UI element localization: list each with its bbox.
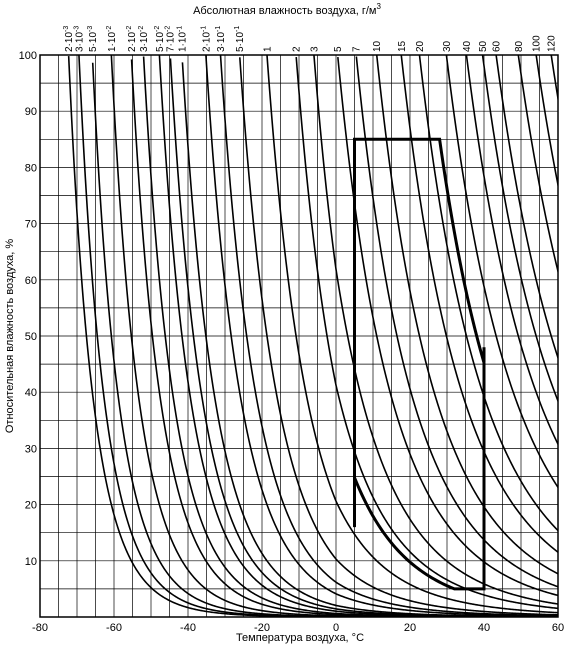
- y-tick-label: 70: [25, 219, 37, 231]
- curve-label: 1·10-2: [106, 26, 118, 52]
- region-boundary: [353, 137, 486, 591]
- curve-label: 7·10-2: [165, 26, 177, 52]
- humidity-curve: [337, 56, 558, 597]
- y-axis-tick-labels: 10 20 30 40 50 60 70 80 90 100: [19, 50, 37, 568]
- chart-title: Абсолютная влажность воздуха, г/м3: [193, 2, 381, 17]
- y-tick-label: 30: [25, 443, 37, 455]
- humidity-curves: [67, 55, 558, 617]
- curve-label: 120: [547, 35, 558, 52]
- curve-label: 20: [415, 40, 426, 52]
- chart-title-sup: 3: [376, 2, 381, 11]
- curve-label: 10: [372, 40, 383, 52]
- curve-label: 3·10-2: [138, 26, 150, 52]
- curve-label: 7: [352, 46, 363, 52]
- humidity-curve: [239, 57, 558, 616]
- curve-label: 5·10-3: [87, 26, 99, 52]
- curve-label: 60: [492, 40, 503, 52]
- x-tick-label: 0: [333, 622, 339, 634]
- humidity-curve: [445, 55, 558, 489]
- y-tick-label: 20: [25, 500, 37, 512]
- curve-label: 2·10-1: [200, 26, 212, 52]
- x-axis-tick-labels: -80 -60 -40 -20 0 20 40 60: [32, 622, 564, 634]
- curve-label: 50: [478, 40, 489, 52]
- curve-label: 2: [292, 46, 303, 52]
- curve-label: 5·10-2: [154, 26, 166, 52]
- humidity-curve: [418, 55, 558, 532]
- curve-label: 5·10-1: [234, 26, 246, 52]
- y-tick-label: 50: [25, 331, 37, 343]
- x-axis-label: Температура воздуха, °C: [236, 632, 364, 644]
- curve-label: 100: [532, 35, 543, 52]
- curve-label: 2·10-3: [63, 26, 75, 52]
- humidity-curve: [400, 55, 558, 554]
- humidity-curve: [313, 55, 558, 605]
- top-axis-labels: 2·10-33·10-35·10-3 1·10-2 2·10-23·10-2 5·10…: [63, 26, 558, 52]
- humidity-curve: [219, 55, 558, 617]
- grid-lines: [40, 54, 558, 617]
- curve-label: 15: [397, 40, 408, 52]
- humidity-curve: [295, 57, 558, 610]
- curve-label: 3·10-1: [215, 26, 227, 52]
- humidity-curve: [517, 55, 558, 275]
- y-tick-label: 90: [25, 106, 37, 118]
- x-tick-label: -80: [32, 622, 48, 634]
- curve-label: 5: [333, 46, 344, 52]
- humidity-curve: [465, 55, 558, 446]
- humidity-curve: [495, 55, 558, 361]
- x-tick-label: 20: [404, 622, 416, 634]
- curve-label: 80: [514, 40, 525, 52]
- x-tick-label: -60: [106, 622, 122, 634]
- humidity-curve: [550, 55, 558, 104]
- curve-label: 30: [442, 40, 453, 52]
- x-tick-label: 60: [552, 622, 564, 634]
- y-tick-label: 40: [25, 387, 37, 399]
- humidity-curve: [266, 55, 558, 614]
- curve-label: 3: [309, 46, 320, 52]
- humidity-curve: [481, 55, 558, 404]
- plot-frame: [39, 54, 559, 618]
- y-tick-label: 80: [25, 162, 37, 174]
- y-tick-label: 100: [19, 50, 37, 62]
- curve-label: 1: [263, 46, 274, 52]
- curve-label: 1·10-1: [177, 26, 189, 52]
- y-axis-label: Относительная влажность воздуха, %: [4, 239, 16, 433]
- x-tick-label: 40: [478, 622, 490, 634]
- x-tick-label: -20: [254, 622, 270, 634]
- humidity-curve: [375, 55, 558, 575]
- y-tick-label: 60: [25, 275, 37, 287]
- region-outline: [353, 137, 486, 591]
- x-tick-label: -40: [180, 622, 196, 634]
- humidity-curve: [355, 56, 558, 588]
- chart-title-main: Абсолютная влажность воздуха, г/м: [193, 5, 376, 17]
- curve-label: 2·10-2: [126, 26, 138, 52]
- curve-label: 40: [462, 40, 473, 52]
- y-tick-label: 10: [25, 556, 37, 568]
- curve-label: 3·10-3: [73, 26, 85, 52]
- humidity-curve: [535, 55, 558, 189]
